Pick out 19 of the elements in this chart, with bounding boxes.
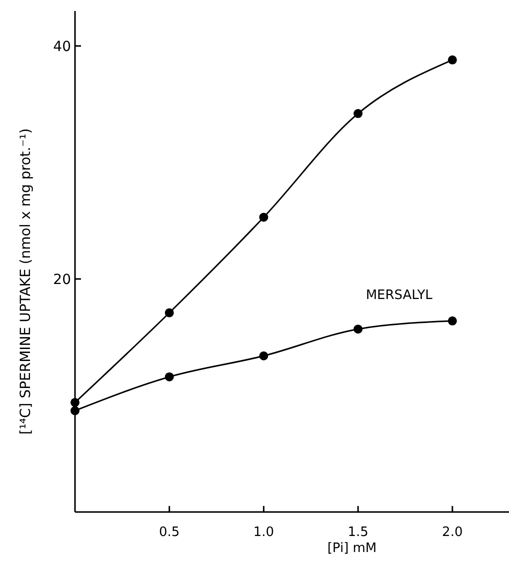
point — [354, 109, 363, 118]
x-tick-label: 1.0 — [253, 525, 274, 540]
x-axis-title: [Pi] mM — [327, 541, 377, 556]
point — [448, 55, 457, 64]
point — [259, 351, 268, 360]
point — [164, 308, 174, 318]
point — [259, 212, 268, 222]
point — [448, 316, 457, 326]
x-tick-label: 1.5 — [348, 525, 368, 540]
point — [164, 372, 174, 382]
point — [354, 324, 363, 334]
point — [70, 398, 80, 407]
point — [70, 406, 80, 416]
series-label: MERSALYL — [366, 288, 434, 303]
y-tick-label: 40 — [53, 38, 71, 55]
y-tick-label: 20 — [53, 272, 71, 288]
y-axis-title: [¹⁴C] SPERMINE UPTAKE (nmol x mg prot.⁻¹) — [18, 128, 34, 435]
x-tick-label: 0.5 — [159, 525, 180, 540]
x-tick-label: 2.0 — [442, 525, 463, 540]
